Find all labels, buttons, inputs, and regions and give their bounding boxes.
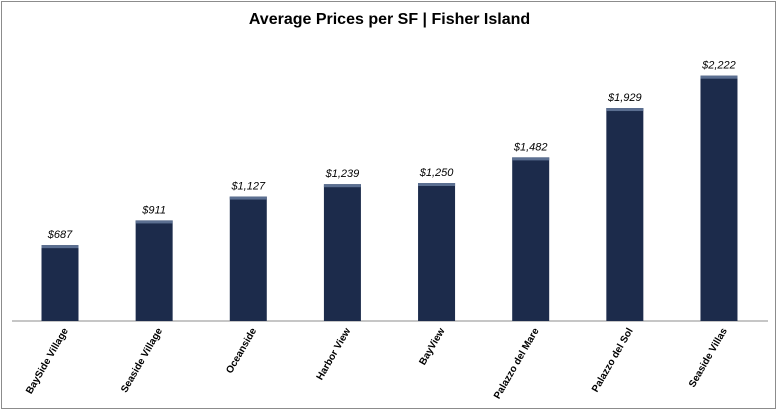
category-label-5: Palazzo del Mare (492, 326, 542, 401)
category-label-1: Seaside Village (119, 326, 165, 395)
chart-title: Average Prices per SF | Fisher Island (248, 11, 531, 28)
bar-3 (323, 184, 361, 321)
bar-highlight-1 (135, 220, 173, 224)
bar-1 (135, 220, 173, 321)
bar-highlight-6 (606, 108, 644, 112)
category-label-3: Harbor View (315, 326, 354, 382)
bar-highlight-4 (418, 183, 456, 186)
value-label-0: $687 (47, 229, 73, 241)
bar-0 (41, 245, 79, 321)
bar-7 (700, 75, 738, 322)
bar-4 (418, 183, 456, 321)
bar-highlight-2 (229, 196, 267, 200)
category-label-4: BayView (417, 326, 447, 367)
value-label-3: $1,239 (325, 168, 360, 180)
bar-highlight-3 (323, 184, 361, 188)
bar-2 (229, 196, 267, 321)
bar-highlight-7 (700, 75, 738, 79)
category-label-2: Oceanside (224, 326, 259, 376)
value-label-7: $2,222 (701, 60, 736, 72)
bar-5 (512, 157, 550, 321)
value-label-1: $911 (141, 204, 166, 216)
value-label-4: $1,250 (419, 167, 455, 179)
bar-6 (606, 108, 644, 322)
value-label-6: $1,929 (607, 92, 642, 104)
bar-highlight-0 (41, 245, 79, 249)
bar-highlight-5 (512, 157, 550, 161)
value-label-5: $1,482 (513, 141, 548, 153)
category-label-6: Palazzo del Sol (590, 326, 636, 394)
category-label-7: Seaside Villas (687, 326, 730, 389)
category-label-0: BaySide Village (24, 326, 71, 396)
value-label-2: $1,127 (230, 181, 266, 193)
